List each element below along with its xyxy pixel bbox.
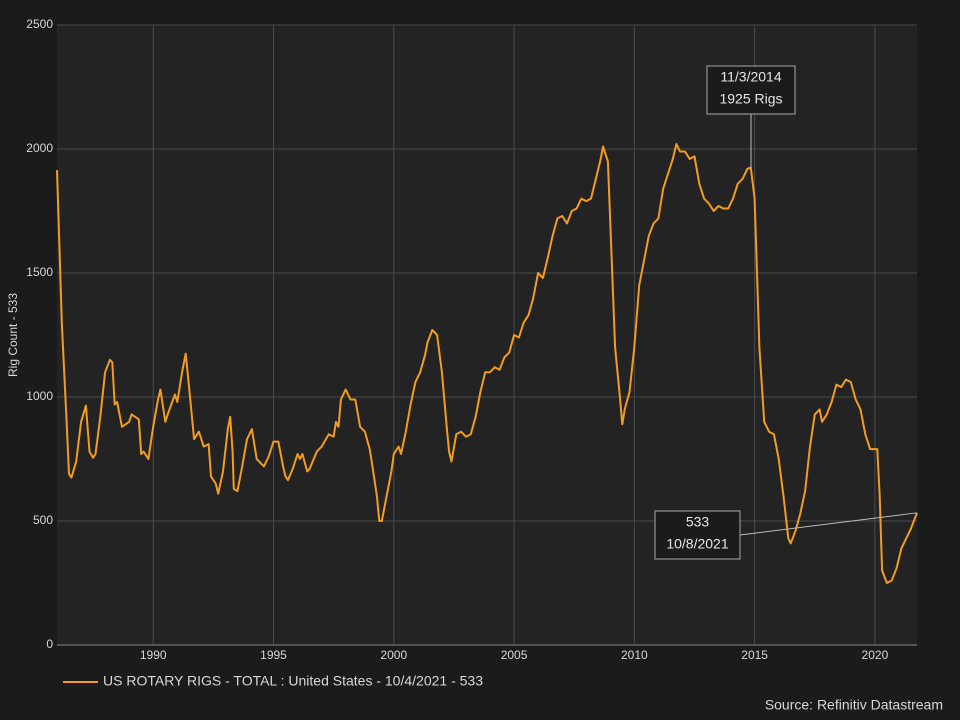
- x-tick-label: 2000: [380, 648, 407, 662]
- x-tick-label: 2005: [501, 648, 528, 662]
- x-tick-label: 2010: [621, 648, 648, 662]
- annotation-leader: [739, 512, 918, 536]
- x-tick-label: 1990: [140, 648, 167, 662]
- annotation-box: [654, 510, 741, 560]
- y-tick-label: 0: [46, 637, 53, 651]
- annotation-text: 1925 Rigs: [719, 91, 782, 107]
- annotation-box: [706, 65, 796, 115]
- x-tick-label: 1995: [260, 648, 287, 662]
- y-tick-label: 500: [33, 513, 53, 527]
- y-tick-label: 1500: [26, 265, 53, 279]
- x-tick-label: 2020: [862, 648, 889, 662]
- plot-area: [57, 25, 917, 645]
- annotation-text: 10/8/2021: [666, 536, 728, 552]
- y-tick-label: 1000: [26, 389, 53, 403]
- y-axis-label: Rig Count - 533: [6, 293, 20, 377]
- annotation-text: 11/3/2014: [720, 69, 781, 85]
- y-tick-label: 2500: [26, 17, 53, 31]
- legend-label: US ROTARY RIGS - TOTAL : United States -…: [103, 673, 483, 689]
- annotation-text: 533: [686, 514, 710, 530]
- source: Source: Refinitiv Datastream: [765, 697, 943, 713]
- series-line: [56, 143, 918, 584]
- y-tick-label: 2000: [26, 141, 53, 155]
- x-tick-label: 2015: [741, 648, 768, 662]
